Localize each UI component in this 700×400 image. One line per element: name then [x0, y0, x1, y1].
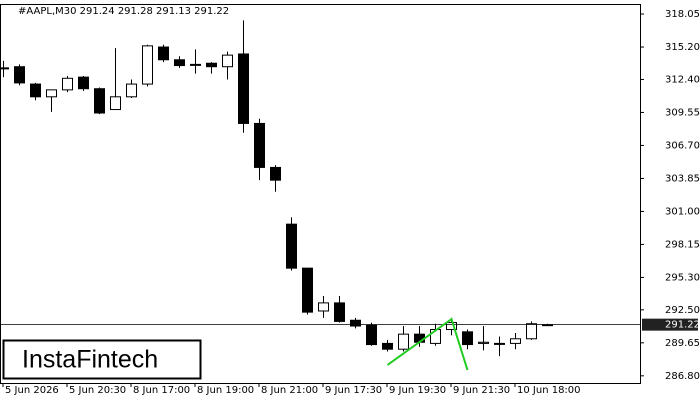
candle-body	[286, 223, 297, 269]
candle-body	[366, 324, 377, 346]
chart-title: #AAPL,M30 291.24 291.28 291.13 291.22	[18, 6, 229, 17]
candle-body	[494, 342, 505, 345]
candle-body	[510, 338, 521, 344]
x-tick-label: 8 Jun 21:00	[261, 385, 318, 396]
candle-body	[174, 59, 185, 67]
candle-body	[334, 302, 345, 322]
x-tick-label: 8 Jun 17:00	[133, 385, 190, 396]
candle-body	[78, 76, 89, 90]
candle-body	[94, 88, 105, 114]
y-tick-label: 306.70	[665, 140, 700, 151]
y-tick-label: 298.15	[665, 239, 700, 250]
candle-body	[222, 54, 233, 68]
x-tick-label: 5 Jun 2026	[5, 385, 59, 396]
x-tick-label: 9 Jun 17:30	[325, 385, 382, 396]
candle-body	[350, 319, 361, 327]
candle-body	[398, 333, 409, 350]
candle-body	[126, 83, 137, 98]
y-tick-label: 301.00	[665, 206, 700, 217]
candle-body	[478, 341, 489, 344]
x-tick-label: 9 Jun 19:30	[389, 385, 446, 396]
x-tick-label: 8 Jun 19:00	[197, 385, 254, 396]
candle-body	[302, 267, 313, 313]
y-tick-label: 312.40	[665, 74, 700, 85]
y-tick-label: 309.55	[665, 107, 700, 118]
logo: InstaFintech	[22, 346, 158, 374]
candle-body	[206, 62, 217, 68]
plot-frame	[0, 4, 641, 384]
y-tick-label: 292.50	[665, 305, 700, 316]
candle-body	[318, 302, 329, 312]
candle-body	[0, 67, 9, 70]
current-price-box	[642, 318, 698, 331]
candle-body	[238, 53, 249, 124]
candle-body	[142, 45, 153, 85]
candle-body	[446, 322, 457, 331]
candle-body	[462, 331, 473, 346]
y-tick-label: 286.80	[665, 371, 700, 382]
candle-body	[110, 96, 121, 111]
candle-body	[382, 342, 393, 350]
y-tick-label: 303.85	[665, 173, 700, 184]
x-tick-label: 5 Jun 20:30	[69, 385, 126, 396]
pattern-line	[386, 317, 469, 371]
candle-body	[190, 63, 201, 66]
candle-body	[270, 166, 281, 181]
x-tick-label: 10 Jun 18:00	[517, 385, 581, 396]
candle-body	[526, 323, 537, 340]
logo-box	[2, 339, 202, 380]
candle-body	[254, 122, 265, 168]
current-price-label: 291.22	[665, 320, 700, 331]
candle-body	[14, 66, 25, 84]
candle-body	[30, 83, 41, 98]
y-tick-label: 318.05	[665, 9, 700, 20]
y-tick-label: 295.30	[665, 272, 700, 283]
x-tick-label: 9 Jun 21:30	[453, 385, 510, 396]
y-tick-label: 315.20	[665, 42, 700, 53]
candle-body	[62, 77, 73, 91]
candle-body	[46, 89, 57, 98]
y-tick-label: 289.65	[665, 338, 700, 349]
candle-body	[158, 46, 169, 61]
